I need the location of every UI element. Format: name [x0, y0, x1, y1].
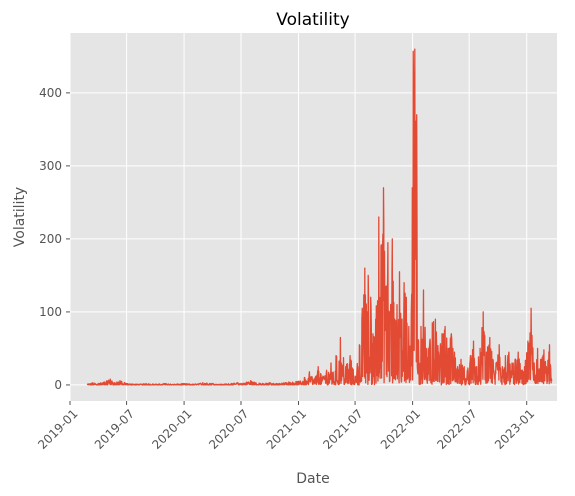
y-tick-label: 200 [39, 232, 62, 246]
y-tick-label: 100 [39, 305, 62, 319]
y-tick-label: 400 [39, 86, 62, 100]
x-axis-label: Date [296, 471, 329, 487]
y-axis: 0 100 200 300 400 [39, 86, 70, 392]
y-tick-label: 300 [39, 159, 62, 173]
x-tick-label: 2020-01 [149, 407, 194, 452]
x-tick-label: 2021-07 [320, 407, 365, 452]
x-tick-label: 2019-01 [35, 407, 80, 452]
x-tick-label: 2020-07 [206, 407, 251, 452]
x-tick-label: 2023-01 [492, 407, 537, 452]
x-tick-label: 2019-07 [92, 407, 137, 452]
x-axis: 2019-01 2019-07 2020-01 2020-07 2021-01 2021-… [35, 401, 537, 452]
x-tick-label: 2021-01 [264, 407, 309, 452]
y-tick-label: 0 [54, 378, 62, 392]
x-tick-label: 2022-07 [434, 407, 479, 452]
x-tick-label: 2022-01 [378, 407, 423, 452]
chart-title: Volatility [276, 10, 349, 30]
y-axis-label: Volatility [12, 187, 28, 247]
